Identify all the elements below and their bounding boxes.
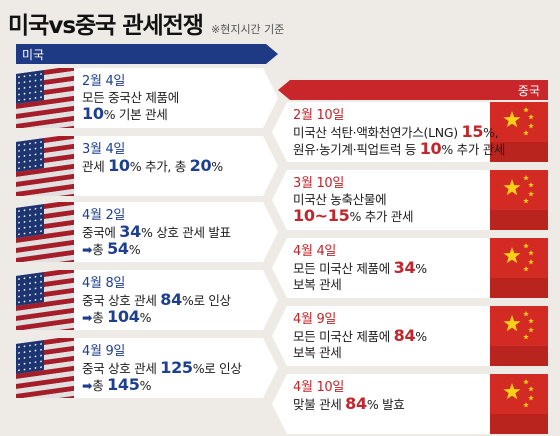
us-flag-icon [16,202,74,262]
event-date: 4월 8일 [82,276,126,291]
event-text: 맞불 관세 84% 발효 [293,394,405,413]
arrow-right-icon: ➡ [82,378,93,393]
us-event-card: 4월 2일 중국에 34% 상호 관세 발표 ➡총 54% [16,202,278,262]
cn-event-card: 4월 10일 맞불 관세 84% 발효 [272,374,548,434]
cn-event-card: 3월 10일 미국산 농축산물에 10~15% 추가 관세 [272,170,548,230]
us-flag-icon [16,136,74,196]
time-note: ※현지시간 기준 [210,23,285,36]
event-date: 4월 10일 [293,380,345,395]
cn-label-banner: 중국 [278,80,548,100]
event-text: 보복 관세 [293,277,342,292]
us-event-card: 4월 8일 중국 상호 관세 84%로 인상 ➡총 104% [16,270,278,330]
page-title: 미국vs중국 관세전쟁 [8,13,204,39]
us-event-card: 3월 4일 관세 10% 추가, 총 20% [16,136,278,196]
event-text: 중국 상호 관세 84%로 인상 [82,290,231,309]
cn-event-card: 4월 4일 모든 미국산 제품에 34% 보복 관세 [272,238,548,298]
event-text: 10~15% 추가 관세 [293,206,414,225]
arrow-right-icon: ➡ [82,310,93,325]
event-text: 미국산 농축산물에 [293,192,387,207]
cn-event-card: 4월 9일 모든 미국산 제품에 84% 보복 관세 [272,306,548,366]
event-date: 4월 4일 [293,244,337,259]
event-total: ➡총 145% [82,375,152,394]
event-date: 4월 2일 [82,208,126,223]
event-text: 모든 미국산 제품에 84% [293,326,427,345]
china-flag-icon [490,170,548,230]
china-flag-icon [490,306,548,366]
us-flag-icon [16,68,74,128]
event-date: 4월 9일 [293,312,337,327]
event-text: 모든 중국산 제품에 [82,90,179,105]
event-text: 모든 미국산 제품에 34% [293,258,427,277]
us-label: 미국 [22,48,45,62]
china-flag-icon [490,238,548,298]
event-text: 관세 10% 추가, 총 20% [82,156,223,175]
cn-label: 중국 [517,84,540,98]
us-flag-icon [16,338,74,398]
event-text: 10% 기본 관세 [82,104,168,123]
cn-event-card: 2월 10일 미국산 석탄·액화천연가스(LNG) 15%, 원유·농기계·픽업… [272,102,548,162]
header: 미국vs중국 관세전쟁 ※현지시간 기준 [8,6,285,39]
event-date: 2월 4일 [82,74,126,89]
event-text: 원유·농기계·픽업트럭 등 10% 추가 관세 [293,139,506,158]
arrow-right-icon: ➡ [82,242,93,257]
event-text: 중국에 34% 상호 관세 발표 [82,222,231,241]
event-text: 미국산 석탄·액화천연가스(LNG) 15%, [293,122,499,141]
event-text: 보복 관세 [293,345,342,360]
event-date: 3월 10일 [293,176,345,191]
us-label-banner: 미국 [16,44,278,64]
event-total: ➡총 54% [82,239,141,258]
us-event-card: 4월 9일 중국 상호 관세 125%로 인상 ➡총 145% [16,338,278,398]
event-date: 4월 9일 [82,344,126,359]
event-text: 중국 상호 관세 125%로 인상 [82,358,242,377]
us-flag-icon [16,270,74,330]
event-total: ➡총 104% [82,307,152,326]
us-event-card: 2월 4일 모든 중국산 제품에 10% 기본 관세 [16,68,278,128]
event-date: 3월 4일 [82,142,126,157]
china-flag-icon [490,374,548,434]
china-flag-icon [490,102,548,162]
event-date: 2월 10일 [293,108,345,123]
